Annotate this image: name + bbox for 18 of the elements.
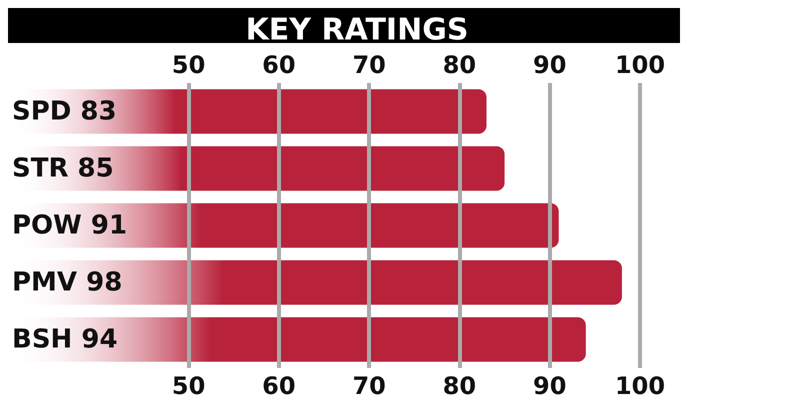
x2-tick-label: 80 [442,51,476,79]
y-tick-label: POW 91 [12,210,128,240]
x2-tick-label: 50 [172,51,206,79]
x2-tick-label: 90 [533,51,566,79]
y-tick-label: BSH 94 [12,324,118,354]
chart-title: KEY RATINGS [246,12,468,48]
y-tick-label: SPD 83 [12,96,117,126]
x-tick-label: 100 [614,372,666,400]
x-tick-label: 90 [533,372,566,400]
x2-tick-label: 100 [614,51,666,79]
x-tick-label: 60 [262,372,296,400]
x-tick-label: 50 [172,372,206,400]
x-tick-label: 70 [352,372,386,400]
x2-tick-label: 70 [352,51,386,79]
x2-tick-label: 60 [262,51,296,79]
x-tick-label: 80 [442,372,476,400]
y-tick-label: STR 85 [12,154,114,184]
y-tick-label: PMV 98 [12,268,122,298]
